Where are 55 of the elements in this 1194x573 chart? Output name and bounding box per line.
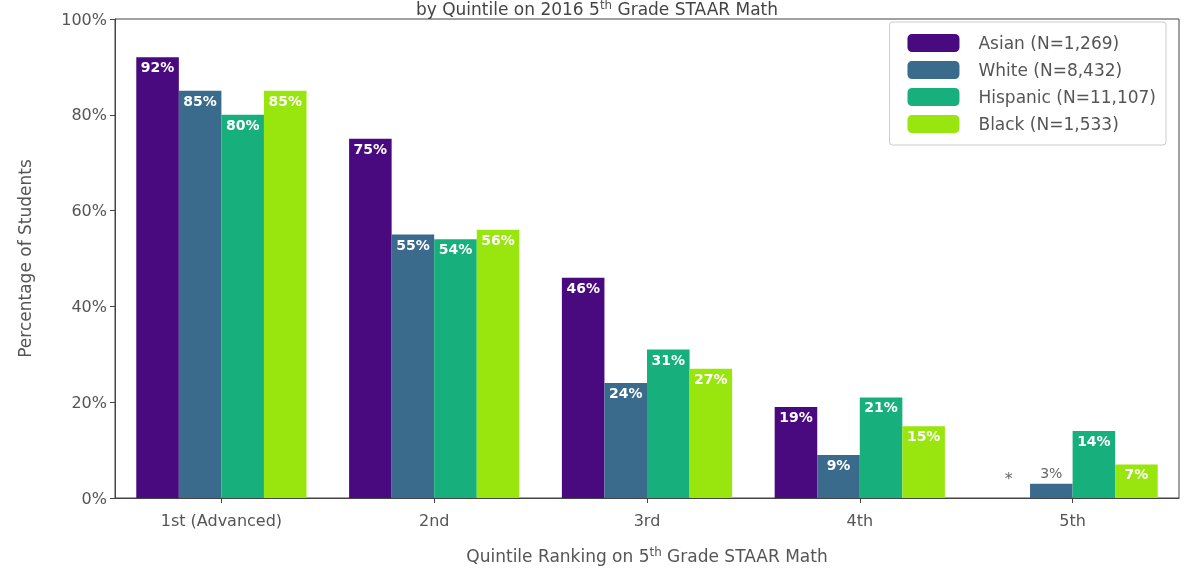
y-tick-label: 60% [71, 201, 107, 221]
data-label: 31% [651, 351, 686, 368]
data-label: 85% [268, 92, 302, 109]
bar [647, 349, 690, 498]
bar [902, 426, 945, 498]
y-tick-label: 100% [61, 9, 107, 29]
bar [774, 406, 818, 498]
bar [1115, 464, 1158, 498]
bar [476, 229, 520, 498]
data-label: 92% [140, 59, 175, 76]
data-label: 19% [779, 408, 813, 425]
y-tick-label: 0% [81, 488, 107, 508]
annotation: * [1004, 468, 1013, 488]
bar [1030, 483, 1073, 498]
data-label: 27% [694, 370, 728, 387]
bar [221, 114, 264, 498]
y-axis-title: Percentage of Students [14, 159, 35, 358]
bar [391, 234, 435, 498]
y-tick-label: 80% [71, 105, 107, 125]
data-label: 14% [1077, 432, 1111, 449]
data-label: 75% [353, 140, 388, 157]
data-label: 21% [864, 399, 898, 416]
data-label: 9% [826, 456, 851, 473]
bar [604, 383, 647, 498]
bar [1072, 430, 1116, 498]
data-label: 85% [183, 92, 217, 109]
x-tick-label: 5th [1059, 510, 1086, 530]
bar [817, 454, 860, 498]
data-label: 7% [1124, 466, 1149, 483]
y-tick-label: 20% [71, 392, 107, 412]
bar [263, 90, 307, 498]
bar [136, 57, 179, 498]
bar [349, 138, 392, 498]
legend-label: Black (N=1,533) [978, 114, 1119, 134]
data-label: 80% [225, 116, 260, 133]
x-tick-label: 1st (Advanced) [160, 510, 283, 530]
legend-label: Hispanic (N=11,107) [978, 87, 1156, 107]
bar [689, 368, 733, 498]
bar [561, 277, 605, 498]
legend-label: Asian (N=1,269) [978, 33, 1120, 53]
data-label: 46% [566, 279, 600, 296]
data-label: 55% [396, 236, 430, 253]
data-label: 24% [608, 385, 643, 402]
data-label: 54% [438, 241, 473, 258]
bar [434, 239, 477, 498]
x-tick-label: 4th [846, 510, 874, 530]
bar [859, 397, 903, 498]
x-tick-label: 2nd [418, 510, 450, 530]
data-label: 3% [1040, 464, 1063, 481]
x-tick-label: 3rd [633, 510, 661, 530]
bar [178, 90, 222, 498]
legend-label: White (N=8,432) [978, 60, 1123, 80]
data-label: 56% [481, 231, 515, 248]
y-tick-label: 40% [71, 296, 107, 316]
data-label: 15% [906, 428, 941, 445]
